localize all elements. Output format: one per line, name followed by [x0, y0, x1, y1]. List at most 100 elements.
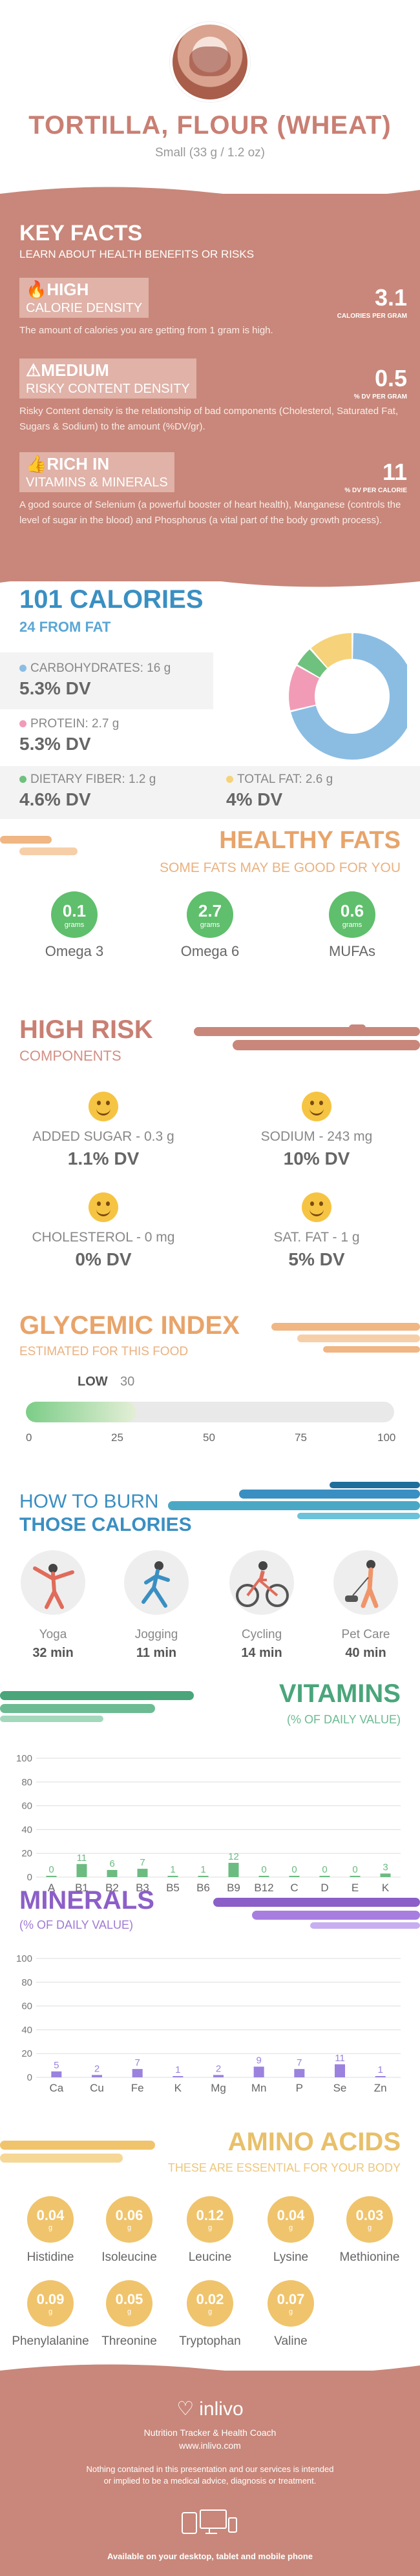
bar-value-label: 9 — [256, 2055, 261, 2066]
flame-icon: 🔥 — [26, 280, 47, 299]
calories-title: 101 CALORIES — [19, 585, 204, 614]
bar-zn — [375, 2076, 386, 2077]
fact-level: RICH — [47, 454, 88, 473]
amino-methionine: 0.03 g Methionine — [331, 2196, 408, 2265]
amino-unit: g — [48, 2308, 53, 2316]
macronutrient-donut-chart — [289, 633, 407, 760]
fact-calorie-density: 🔥HIGH CALORIE DENSITY 3.1 CALORIES PER G… — [19, 278, 407, 338]
activity-minutes: 11 min — [136, 1646, 177, 1660]
bar-mn — [253, 2066, 264, 2077]
activity-minutes: 40 min — [345, 1646, 386, 1660]
fat-unit: grams — [342, 920, 362, 929]
smiley-icon — [89, 1192, 118, 1222]
x-tick-label: Se — [333, 2082, 347, 2094]
y-tick-label: 100 — [16, 1953, 32, 1964]
glycemic-level: LOW — [78, 1375, 108, 1389]
glycemic-bar — [26, 1402, 394, 1422]
bar-value-label: 2 — [94, 2063, 100, 2074]
bar-value-label: 0 — [48, 1864, 54, 1875]
bar-value-label: 11 — [335, 2053, 345, 2064]
y-tick-label: 40 — [21, 2024, 32, 2035]
brand-name: inlivo — [199, 2398, 244, 2420]
warning-icon: ⚠ — [26, 360, 41, 380]
bar-value-label: 7 — [134, 2057, 140, 2068]
amino-circle: 0.04 g — [268, 2196, 314, 2243]
amino-unit: g — [48, 2224, 53, 2232]
nutrient-total-fat: TOTAL FAT: 2.6 g 4% DV — [226, 773, 333, 810]
disclaimer: Nothing contained in this presentation a… — [86, 2464, 334, 2486]
amino-name: Valine — [274, 2334, 308, 2348]
risk-label: SODIUM - 243 mg — [260, 1129, 373, 1144]
nutrient-dv: 4.6% DV — [19, 789, 91, 809]
risk-dv: 0% DV — [75, 1249, 132, 1269]
amino-value: 0.05 — [115, 2291, 143, 2307]
fact-label: CALORIE DENSITY — [26, 301, 143, 315]
pet-care-icon — [333, 1550, 398, 1615]
fat-value: 0.1 — [62, 900, 87, 920]
vitamins-bar-chart: 0 20 40 60 80 100 0 A 11 B1 6 B2 7 B3 1 B5 1 B6 12 B9 0 B12 0 C… — [16, 1753, 401, 1894]
fact-tag: 🔥HIGH CALORIE DENSITY — [19, 278, 149, 318]
x-tick-label: B5 — [166, 1882, 180, 1894]
activity-cycling: Cycling 14 min — [216, 1550, 307, 1661]
x-tick-label: E — [352, 1882, 359, 1894]
availability-note: Available on your desktop, tablet and mo… — [107, 2551, 313, 2561]
bar-a — [46, 1876, 57, 1877]
fat-dot — [226, 776, 233, 783]
bar-k — [173, 2076, 184, 2077]
y-tick-label: 80 — [21, 1977, 32, 1988]
bar-c — [289, 1876, 300, 1877]
burn-title: HOW TO BURN — [19, 1491, 159, 1512]
y-tick-label: 100 — [16, 1753, 32, 1764]
glycemic-title: GLYCEMIC INDEX — [19, 1311, 240, 1340]
bar-b5 — [167, 1876, 178, 1877]
amino-tryptophan: 0.02 g Tryptophan — [171, 2280, 249, 2349]
fat-value: 0.6 — [340, 900, 364, 920]
x-tick-label: Mg — [211, 2082, 226, 2094]
smiley-icon — [89, 1092, 118, 1121]
fact-unit: CALORIES PER GRAM — [337, 313, 407, 320]
fact-level-suffix: IN — [92, 454, 110, 473]
amino-circle: 0.07 g — [268, 2280, 314, 2327]
x-tick-label: Cu — [90, 2082, 104, 2094]
fat-value: 2.7 — [198, 900, 222, 920]
heart-icon: ♡ — [176, 2398, 194, 2420]
bar-value-label: 0 — [322, 1864, 327, 1875]
y-tick-label: 60 — [21, 2001, 32, 2012]
devices-icon — [182, 2509, 237, 2534]
activity-jogging: Jogging 11 min — [111, 1550, 202, 1661]
nutrient-fiber: DIETARY FIBER: 1.2 g 4.6% DV — [19, 773, 156, 810]
fat-unit: grams — [64, 920, 85, 929]
cycling-icon — [229, 1550, 294, 1615]
donut-slice-protein — [289, 666, 320, 711]
fact-risky-content: ⚠MEDIUM RISKY CONTENT DENSITY 0.5 % DV P… — [19, 358, 407, 435]
amino-unit: g — [288, 2308, 293, 2316]
y-tick-label: 60 — [21, 1801, 32, 1812]
amino-circle: 0.12 g — [187, 2196, 233, 2243]
bar-value-label: 12 — [228, 1851, 239, 1862]
stripe-decoration — [168, 1482, 420, 1519]
stripe-decoration — [194, 1024, 420, 1050]
vitamins-title: VITAMINS — [278, 1679, 401, 1708]
bar-p — [294, 2069, 305, 2077]
bar-value-label: 7 — [140, 1857, 145, 1868]
bar-b2 — [107, 1869, 118, 1877]
amino-isoleucine: 0.06 g Isoleucine — [90, 2196, 168, 2265]
calories-from-fat: 24 FROM FAT — [19, 619, 111, 635]
amino-unit: g — [207, 2308, 213, 2316]
amino-circle: 0.09 g — [27, 2280, 74, 2327]
protein-dot — [19, 720, 26, 727]
y-tick-label: 20 — [21, 2048, 32, 2059]
y-tick-label: 0 — [27, 1872, 32, 1883]
brand-url[interactable]: www.inlivo.com — [179, 2440, 241, 2451]
fact-label: VITAMINS & MINERALS — [26, 475, 168, 490]
amino-unit: g — [127, 2308, 132, 2316]
thumbs-up-icon: 👍 — [26, 454, 47, 473]
donut-slice-total-fat — [311, 633, 353, 669]
activity-name: Jogging — [134, 1628, 178, 1641]
nutrient-label: DIETARY FIBER: 1.2 g — [30, 773, 156, 786]
x-tick-label: Mn — [251, 2082, 267, 2094]
x-tick-label: K — [174, 2082, 182, 2094]
brand-logo[interactable]: ♡ inlivo — [0, 2398, 420, 2420]
fact-vitamins-minerals: 👍RICH IN VITAMINS & MINERALS 11 % DV PER… — [19, 452, 407, 528]
